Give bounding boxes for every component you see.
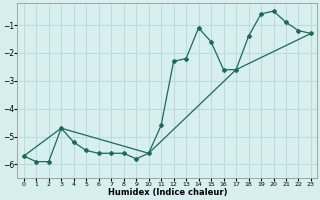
X-axis label: Humidex (Indice chaleur): Humidex (Indice chaleur)	[108, 188, 227, 197]
